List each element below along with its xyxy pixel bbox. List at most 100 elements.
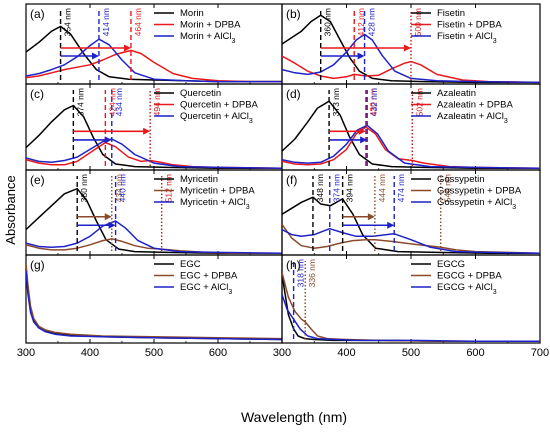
legend-entry: Fisetin (437, 8, 465, 19)
plot-area (282, 10, 540, 84)
peak-label: 464 nm (133, 8, 143, 36)
series-line-1 (26, 187, 282, 255)
shift-arrow-head (104, 136, 112, 144)
legend-entry: Fisetin + AlCl3 (437, 31, 497, 45)
x-tick-label: 600 (466, 347, 484, 359)
peak-label: 434 nm (114, 174, 124, 202)
peak-label: 440 nm (118, 174, 128, 202)
peak-label: 354 nm (63, 8, 73, 36)
panel-b: 360 nm 412 nm 428 nm 500 nm(b) FisetinFiseti… (281, 3, 541, 85)
series-line-3 (26, 220, 282, 255)
legend-entry: Morin + AlCl3 (180, 31, 235, 45)
legend-entry: EGCG + AlCl3 (437, 282, 497, 296)
legend-entry: Quercetin + DPBA (180, 100, 259, 111)
legend-entry: Fisetin + DPBA (437, 20, 502, 31)
panel-frame (25, 254, 283, 344)
series-line-3 (26, 270, 282, 341)
peak-label: 512 nm (164, 174, 174, 202)
legend-entry: EGC + AlCl3 (180, 282, 232, 296)
panel-label: (e) (30, 173, 45, 187)
shift-arrow-head (358, 127, 366, 135)
plot-area (282, 90, 540, 170)
shift-arrow-head (104, 213, 112, 221)
x-tick-label: 300 (273, 347, 291, 359)
x-tick-label: 700 (531, 347, 549, 359)
x-tick-label: 400 (337, 347, 355, 359)
series-line-2 (26, 141, 282, 170)
peak-label: 374 nm (332, 174, 342, 202)
peak-label: 373 nm (331, 88, 341, 116)
x-tick-label: 500 (145, 347, 163, 359)
series-line-1 (26, 104, 282, 170)
legend-entry: Azaleatin + AlCl3 (437, 111, 508, 125)
legend-entry: EGC + DPBA (180, 271, 238, 282)
series-line-1 (282, 100, 540, 170)
panel-frame (25, 169, 283, 256)
peak-label: 432 nm (369, 88, 379, 116)
peak-label: 444 nm (377, 174, 387, 202)
peak-label: 318 nm (296, 259, 306, 287)
series-line-1 (26, 267, 282, 341)
legend-entry: Morin (180, 8, 204, 19)
peak-label: 394 nm (345, 174, 355, 202)
peak-label: 428 nm (367, 8, 377, 36)
peak-label: 430 nm (368, 88, 378, 116)
legend-entry: Quercetin + AlCl3 (180, 111, 253, 125)
peak-label: 412 nm (356, 8, 366, 36)
peak-label: 546 nm (443, 174, 453, 202)
plot-area (26, 176, 282, 255)
shift-arrow-head (367, 213, 375, 221)
plot-area (282, 261, 540, 342)
x-tick-labels: 300 300 400 400 500 500 600 600 700 (17, 347, 549, 359)
panel-frame (281, 254, 541, 344)
series-line-2 (282, 55, 540, 84)
peak-label: 374 nm (75, 88, 85, 116)
x-tick-label: 300 (17, 347, 35, 359)
legend-entry: Myricetin + DPBA (180, 186, 255, 197)
series-line-3 (282, 227, 540, 255)
legend-entry: Myricetin + AlCl3 (180, 197, 250, 211)
peak-label: 500 nm (413, 8, 423, 36)
legend-entry: Gossypetin + AlCl3 (437, 197, 516, 211)
shift-arrow-head (91, 52, 99, 60)
shift-arrow-head (387, 221, 395, 229)
panel-label: (g) (30, 258, 45, 272)
plot-area (282, 176, 540, 255)
series-line-3 (282, 33, 540, 84)
shift-arrow-head (404, 44, 411, 52)
panel-label: (f) (286, 173, 297, 187)
series-line-3 (282, 294, 540, 342)
plot-area (26, 10, 282, 83)
shift-arrow-head (357, 52, 365, 60)
panel-label: (b) (286, 7, 301, 21)
series-line-2 (282, 126, 540, 170)
x-tick-label: 500 (402, 347, 420, 359)
series-line-2 (26, 49, 282, 83)
x-axis-title: Wavelength (nm) (241, 409, 347, 425)
series-line-3 (26, 38, 282, 83)
legend-entry: Quercetin (180, 88, 221, 99)
series-line-3 (282, 124, 540, 170)
y-axis-title: Absorbance (3, 175, 18, 244)
peak-label: 424 nm (107, 88, 117, 116)
peak-label: 434 nm (114, 88, 124, 116)
peak-label: 414 nm (101, 8, 111, 36)
plot-area (26, 263, 282, 341)
legend-entry: Morin + DPBA (180, 20, 241, 31)
legend-entry: EGC (180, 259, 201, 270)
series-line-2 (282, 223, 540, 255)
series-line-1 (282, 274, 540, 342)
series-line-2 (26, 263, 282, 340)
peak-label: 502 nm (414, 88, 424, 116)
peak-label: 360 nm (323, 8, 333, 36)
shift-arrow-head (360, 136, 368, 144)
peak-label: 494 nm (152, 88, 162, 116)
panel-label: (h) (286, 258, 301, 272)
